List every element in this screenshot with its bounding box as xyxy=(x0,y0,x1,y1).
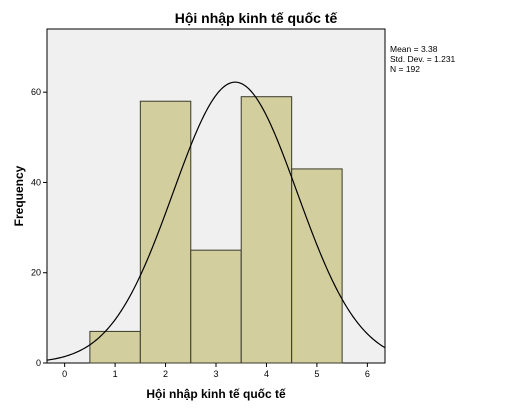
bar-1 xyxy=(89,330,141,364)
x-tick-label: 4 xyxy=(264,369,269,379)
x-tick-label: 6 xyxy=(365,369,370,379)
y-axis-label: Frequency xyxy=(12,165,26,226)
y-tick-label: 40 xyxy=(31,177,41,187)
y-tick-label: 60 xyxy=(31,87,41,97)
x-tick-label: 2 xyxy=(163,369,168,379)
normal-curve xyxy=(46,81,386,361)
x-axis-label: Hội nhập kinh tế quốc tế xyxy=(146,387,286,401)
bars-group xyxy=(89,96,343,364)
y-tick-label: 20 xyxy=(31,268,41,278)
axes-group: 0 20 40 60 0 1 2 3 4 5 6 xyxy=(31,87,370,379)
bar-4 xyxy=(240,96,293,364)
chart-title: Hội nhập kinh tế quốc tế xyxy=(175,10,338,26)
x-tick-label: 5 xyxy=(314,369,319,379)
stat-n: N = 192 xyxy=(390,64,420,74)
y-tick-label: 0 xyxy=(36,358,41,368)
x-tick-label: 0 xyxy=(62,369,67,379)
bar-2 xyxy=(139,100,192,364)
bar-3 xyxy=(190,249,242,364)
stat-mean: Mean = 3.38 xyxy=(390,44,438,54)
x-tick-label: 1 xyxy=(113,369,118,379)
stat-std-dev: Std. Dev. = 1.231 xyxy=(390,54,456,64)
x-tick-label: 3 xyxy=(213,369,218,379)
